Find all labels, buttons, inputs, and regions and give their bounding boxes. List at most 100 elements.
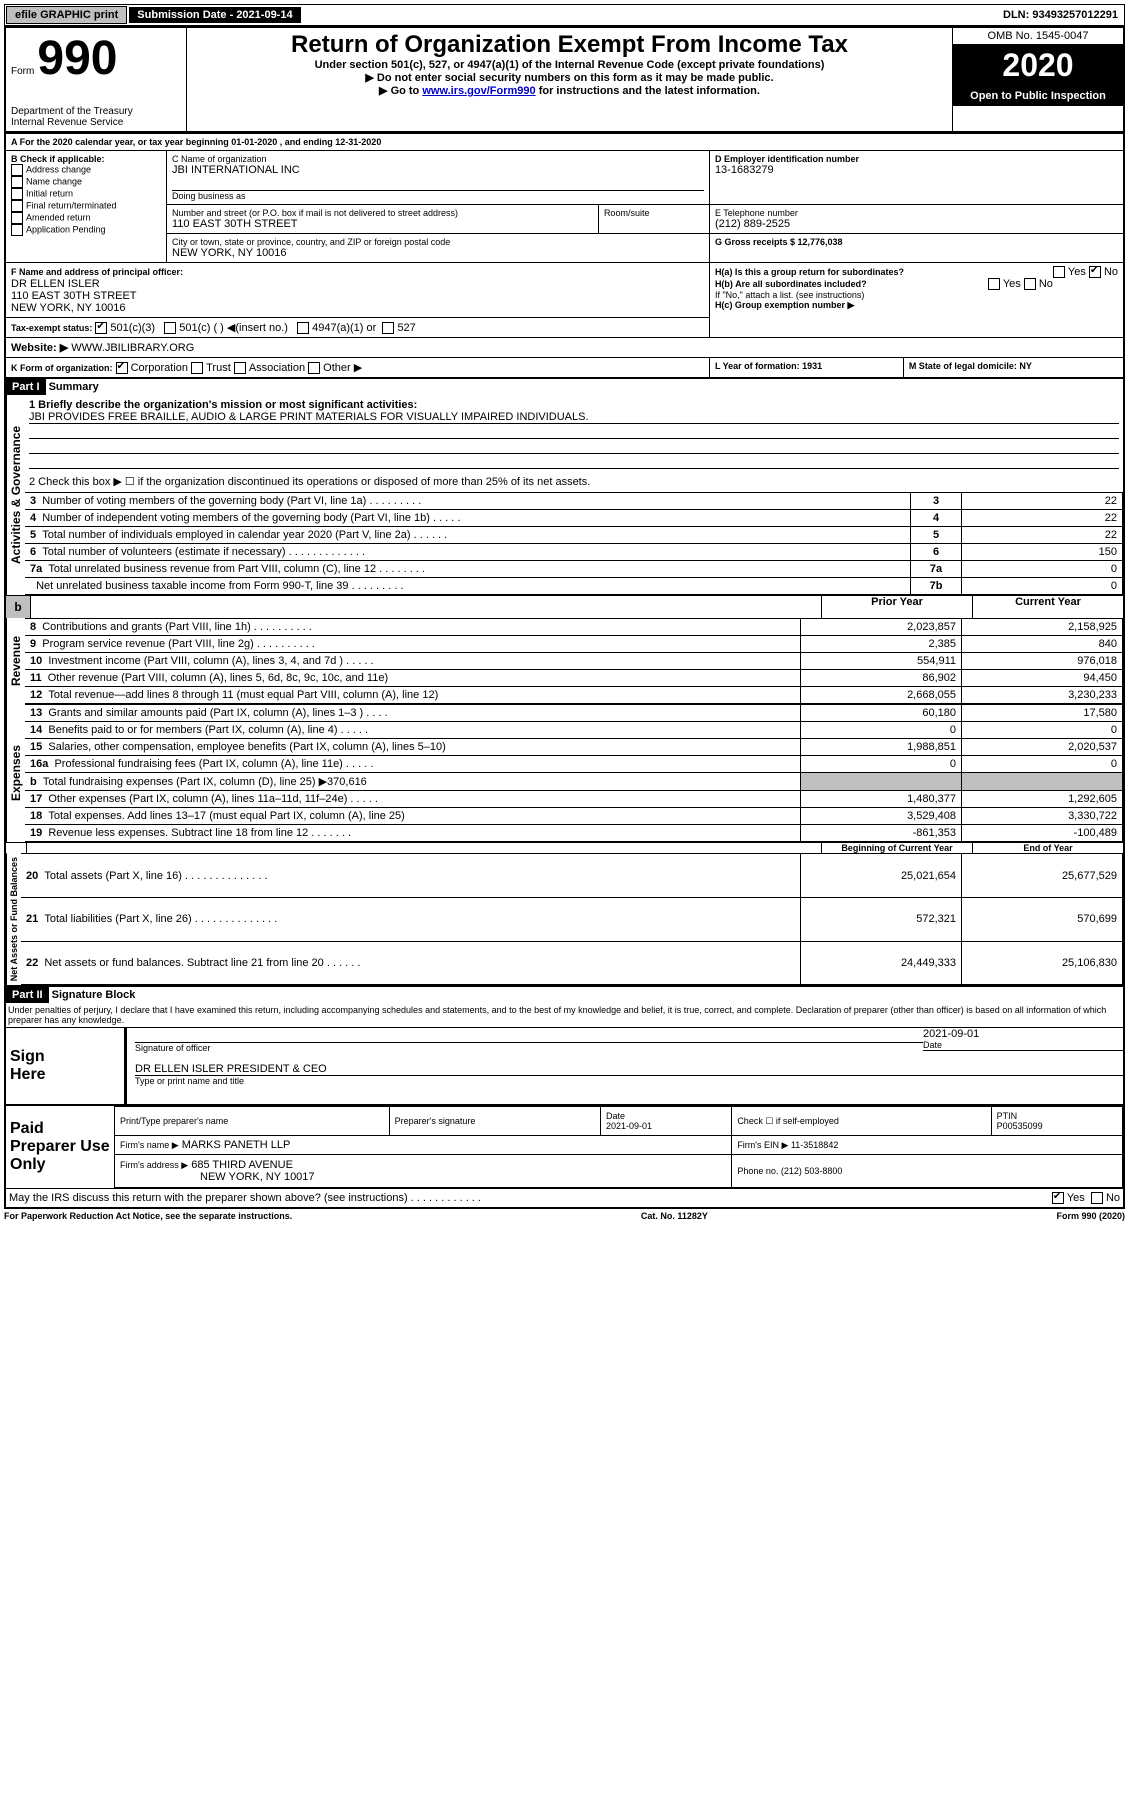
line-b: b Total fundraising expenses (Part IX, c… xyxy=(25,773,1123,791)
prep-name-label: Print/Type preparer's name xyxy=(115,1107,390,1136)
submission-date: Submission Date - 2021-09-14 xyxy=(129,7,300,23)
line-18: 18 Total expenses. Add lines 13–17 (must… xyxy=(25,808,1123,825)
cat-no: Cat. No. 11282Y xyxy=(641,1211,708,1221)
omb-label: OMB No. 1545-0047 xyxy=(953,28,1123,45)
j-label: Website: ▶ xyxy=(11,342,68,354)
check-initial-return[interactable]: Initial return xyxy=(11,188,161,200)
i-label: Tax-exempt status: xyxy=(11,323,92,333)
prior-year-header: Prior Year xyxy=(821,596,972,618)
preparer-table: Print/Type preparer's name Preparer's si… xyxy=(114,1106,1123,1188)
501c3: 501(c)(3) xyxy=(110,322,155,334)
sig-officer-label: Signature of officer xyxy=(135,1043,923,1053)
vlabel-exp: Expenses xyxy=(6,704,25,842)
part1-header: Part I xyxy=(6,379,46,395)
form-header: Form 990 Department of the Treasury Inte… xyxy=(4,26,1125,133)
part2-header: Part II xyxy=(6,987,49,1003)
firm-phone: Phone no. (212) 503-8800 xyxy=(732,1155,1123,1188)
net-assets-table: 20 Total assets (Part X, line 16) . . . … xyxy=(21,853,1123,985)
line-8: 8 Contributions and grants (Part VIII, l… xyxy=(25,619,1123,636)
firm-name: MARKS PANETH LLP xyxy=(182,1139,291,1151)
part1-title: Summary xyxy=(49,381,99,393)
form-title: Return of Organization Exempt From Incom… xyxy=(192,31,947,59)
line-14: 14 Benefits paid to or for members (Part… xyxy=(25,722,1123,739)
part2-title: Signature Block xyxy=(52,989,136,1001)
gov-line-7b: Net unrelated business taxable income fr… xyxy=(25,578,1123,595)
dept-label: Department of the Treasury Internal Reve… xyxy=(11,106,181,128)
firm-addr2: NEW YORK, NY 10017 xyxy=(200,1171,315,1183)
irs-link[interactable]: www.irs.gov/Form990 xyxy=(422,85,535,97)
firm-addr-label: Firm's address ▶ xyxy=(120,1160,188,1170)
b-corner: b xyxy=(6,596,31,618)
dba-label: Doing business as xyxy=(172,191,704,201)
prep-sig-label: Preparer's signature xyxy=(389,1107,600,1136)
discuss-no-check[interactable] xyxy=(1091,1192,1103,1204)
4947: 4947(a)(1) or xyxy=(312,322,376,334)
begin-year-header: Beginning of Current Year xyxy=(821,843,972,853)
check-address-change[interactable]: Address change xyxy=(11,164,161,176)
phone: (212) 889-2525 xyxy=(715,218,1118,230)
discuss-yes-check[interactable] xyxy=(1052,1192,1064,1204)
k-other ▶[interactable]: Other ▶ xyxy=(308,362,362,374)
governance-table: 3 Number of voting members of the govern… xyxy=(25,492,1123,595)
prep-date-label: Date xyxy=(606,1111,625,1121)
line-a: A For the 2020 calendar year, or tax yea… xyxy=(5,134,1124,151)
527: 527 xyxy=(397,322,415,334)
line1-label: 1 Briefly describe the organization's mi… xyxy=(29,399,1119,411)
b-label: B Check if applicable: xyxy=(11,154,161,164)
line-19: 19 Revenue less expenses. Subtract line … xyxy=(25,825,1123,842)
check-application-pending[interactable]: Application Pending xyxy=(11,224,161,236)
discuss-label: May the IRS discuss this return with the… xyxy=(9,1192,481,1204)
efile-button[interactable]: efile GRAPHIC print xyxy=(6,6,127,24)
room-label: Room/suite xyxy=(598,205,709,233)
check-amended-return[interactable]: Amended return xyxy=(11,212,161,224)
website: WWW.JBILIBRARY.ORG xyxy=(71,342,194,354)
form-number: 990 xyxy=(37,32,117,85)
self-emp: Check ☐ if self-employed xyxy=(732,1107,991,1136)
gov-line-6: 6 Total number of volunteers (estimate i… xyxy=(25,544,1123,561)
org-name: JBI INTERNATIONAL INC xyxy=(172,164,704,176)
e-label: E Telephone number xyxy=(715,208,1118,218)
form-prefix: Form xyxy=(11,66,34,77)
ptin-label: PTIN xyxy=(997,1111,1018,1121)
c-label: C Name of organization xyxy=(172,154,704,164)
k-corporation[interactable]: Corporation xyxy=(116,362,192,374)
check-final-return-terminated[interactable]: Final return/terminated xyxy=(11,200,161,212)
ptin: P00535099 xyxy=(997,1121,1043,1131)
k-trust[interactable]: Trust xyxy=(191,362,234,374)
gov-line-4: 4 Number of independent voting members o… xyxy=(25,510,1123,527)
line-15: 15 Salaries, other compensation, employe… xyxy=(25,739,1123,756)
l-label: L Year of formation: 1931 xyxy=(709,358,903,379)
form-subtitle: Under section 501(c), 527, or 4947(a)(1)… xyxy=(192,59,947,71)
firm-name-label: Firm's name ▶ xyxy=(120,1140,179,1150)
line-11: 11 Other revenue (Part VIII, column (A),… xyxy=(25,670,1123,687)
prep-date: 2021-09-01 xyxy=(606,1121,652,1131)
ha-label: H(a) Is this a group return for subordin… xyxy=(715,267,904,277)
f-label: F Name and address of principal officer: xyxy=(11,267,183,277)
expenses-table: 13 Grants and similar amounts paid (Part… xyxy=(25,704,1123,842)
city-label: City or town, state or province, country… xyxy=(172,237,704,247)
m-label: M State of legal domicile: NY xyxy=(903,358,1124,379)
tax-year: 2020 xyxy=(953,45,1123,86)
note2-post: for instructions and the latest informat… xyxy=(539,85,760,97)
501c3-check[interactable] xyxy=(95,322,107,334)
sign-here: Sign Here xyxy=(6,1028,84,1104)
paid-preparer-label: Paid Preparer Use Only xyxy=(6,1106,114,1188)
vlabel-net: Net Assets or Fund Balances xyxy=(6,853,21,985)
officer-name: DR ELLEN ISLER PRESIDENT & CEO xyxy=(135,1063,1123,1076)
k-association[interactable]: Association xyxy=(234,362,308,374)
vlabel-gov: Activities & Governance xyxy=(6,395,25,595)
check-name-change[interactable]: Name change xyxy=(11,176,161,188)
gov-line-5: 5 Total number of individuals employed i… xyxy=(25,527,1123,544)
declaration: Under penalties of perjury, I declare th… xyxy=(6,1003,1123,1027)
form-footer: Form 990 (2020) xyxy=(1056,1211,1125,1221)
k-label: K Form of organization: xyxy=(11,363,113,373)
street-label: Number and street (or P.O. box if mail i… xyxy=(172,208,593,218)
open-inspection: Open to Public Inspection xyxy=(953,86,1123,106)
no-label: No xyxy=(1106,1192,1120,1204)
entity-section: A For the 2020 calendar year, or tax yea… xyxy=(4,133,1125,379)
d-label: D Employer identification number xyxy=(715,154,1118,164)
city: NEW YORK, NY 10016 xyxy=(172,247,704,259)
top-bar: efile GRAPHIC print Submission Date - 20… xyxy=(4,4,1125,26)
hb-label: H(b) Are all subordinates included? xyxy=(715,279,867,289)
end-year-header: End of Year xyxy=(972,843,1123,853)
